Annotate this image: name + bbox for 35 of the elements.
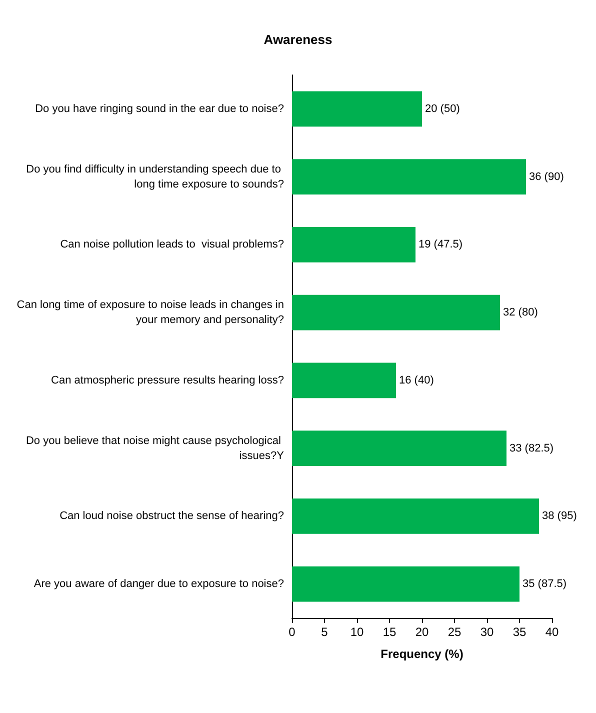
x-axis-title: Frequency (%) [380,647,464,661]
x-tick-label: 10 [350,625,364,639]
bar [292,294,500,330]
bar [292,159,526,194]
data-label: 33 (82.5) [510,442,554,454]
x-tick-label: 40 [545,625,559,639]
bar [292,498,539,534]
x-tick-label: 0 [288,625,296,639]
y-tick-label: Do you have ringing sound in the ear due to noise? [35,102,284,115]
y-tick-label: Do you believe that noise might cause psychological issues?Y [26,434,285,462]
x-tick-label: 20 [415,625,429,639]
data-label: 35 (87.5) [522,578,567,590]
bar [292,362,396,398]
bar [292,91,422,127]
data-label: 38 (95) [542,510,577,522]
x-tick-label: 35 [512,625,526,639]
bar [292,227,416,262]
y-tick-label: Do you find difficulty in understanding speech due to long time exposure to sounds? [26,163,284,190]
x-tick-label: 25 [448,625,462,639]
x-tick-label: 15 [382,625,396,639]
y-tick-label: Can long time of exposure to noise leads in changes in your memory and personality? [16,299,284,326]
y-tick-label: Are you aware of danger due to exposure to noise? [34,578,284,590]
data-label: 32 (80) [503,306,538,319]
x-tick-label: 5 [321,625,328,639]
y-tick-label: Can loud noise obstruct the sense of hearing? [60,510,284,522]
chart-title: Awareness [264,32,332,47]
data-label: 19 (47.5) [418,238,463,251]
data-label: 16 (40) [399,374,434,386]
bar [292,566,520,602]
data-label: 20 (50) [425,102,460,115]
data-label: 36 (90) [529,170,564,183]
bar [292,430,506,466]
y-tick-label: Can atmospheric pressure results hearing loss? [51,374,284,386]
x-tick-label: 30 [480,625,494,639]
y-tick-label: Can noise pollution leads to visual problems? [60,238,284,251]
